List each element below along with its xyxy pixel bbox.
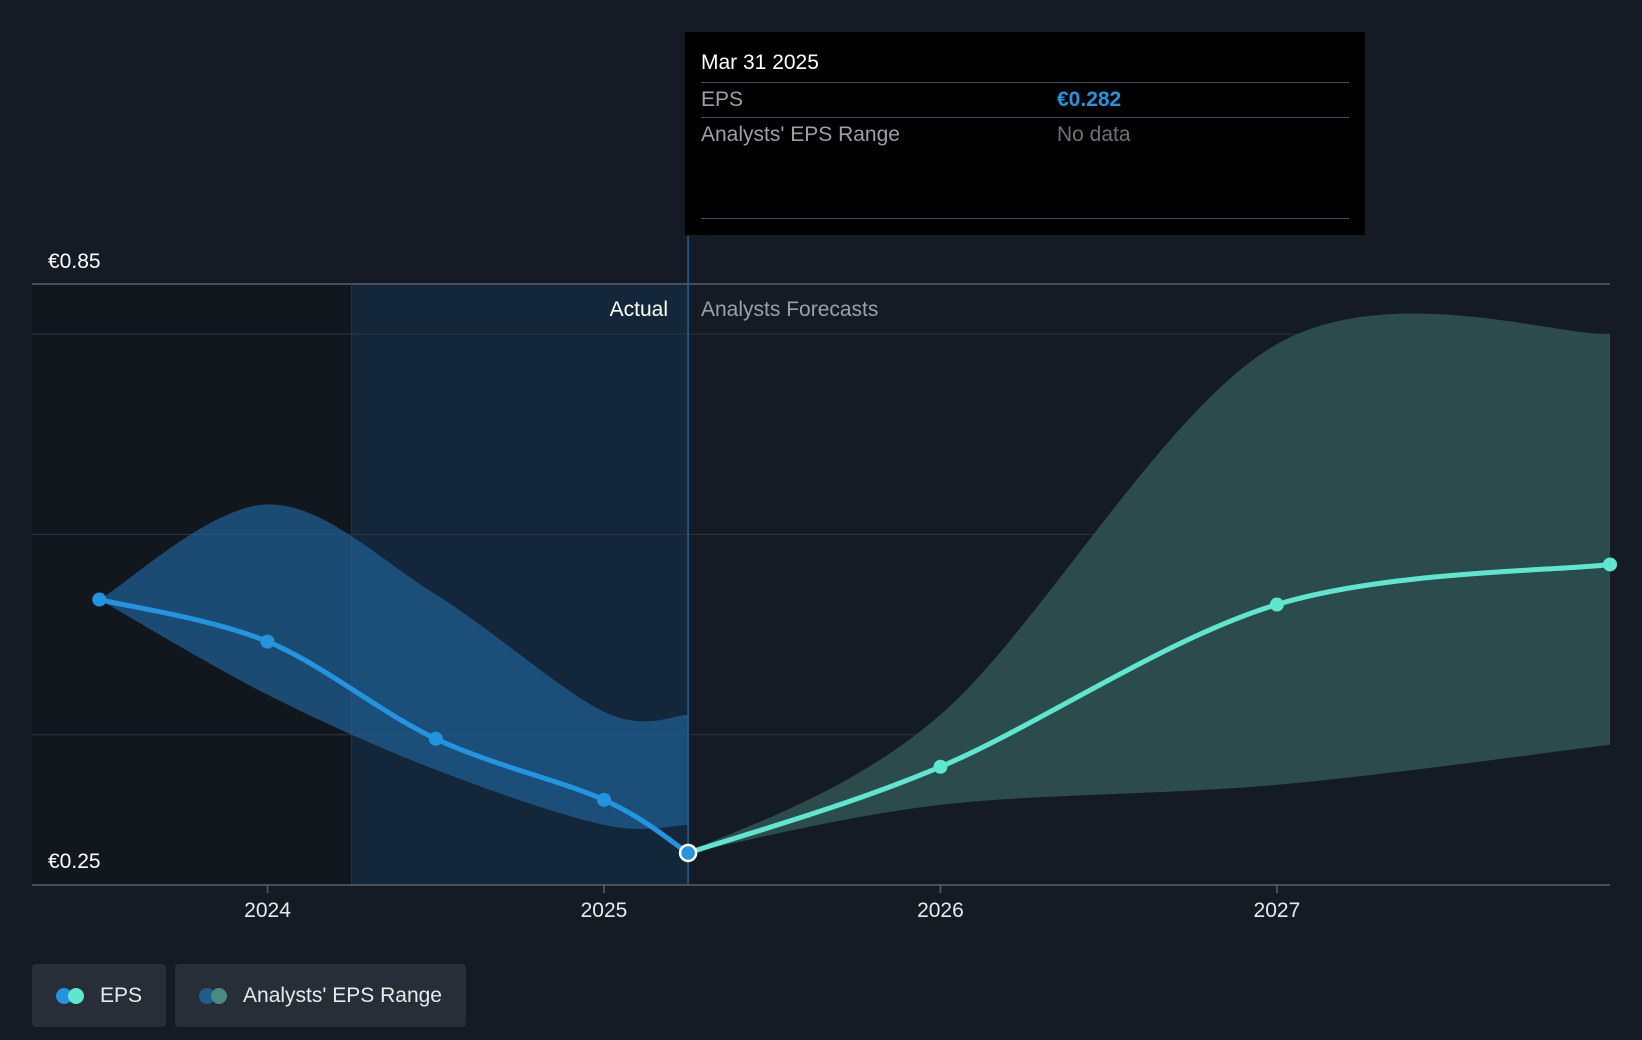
x-tick-label: 2027 bbox=[1254, 899, 1301, 922]
legend-eps-button[interactable]: EPS bbox=[32, 964, 167, 1027]
eps-point-selected[interactable] bbox=[678, 843, 698, 863]
tooltip-eps-label: EPS bbox=[701, 88, 744, 111]
y-tick-label: €0.85 bbox=[48, 250, 101, 273]
tooltip-range-label: Analysts' EPS Range bbox=[701, 123, 900, 146]
eps-line-actual bbox=[96, 597, 691, 856]
x-tick-label: 2024 bbox=[244, 899, 291, 922]
legend-eps-label: EPS bbox=[100, 983, 143, 1007]
eps-point-actual[interactable] bbox=[260, 634, 275, 649]
eps-point-actual[interactable] bbox=[596, 792, 611, 807]
actual-label: Actual bbox=[610, 298, 668, 321]
x-tick-label: 2026 bbox=[917, 899, 964, 922]
legend-range-button[interactable]: Analysts' EPS Range bbox=[175, 964, 466, 1027]
eps-legend-icon bbox=[56, 987, 88, 1004]
eps-point-forecast[interactable] bbox=[1269, 597, 1284, 612]
legend-range-label: Analysts' EPS Range bbox=[243, 983, 442, 1007]
eps-point-actual[interactable] bbox=[92, 592, 107, 607]
tooltip-eps-row: EPS €0.282 bbox=[701, 83, 1349, 118]
tooltip-eps-value: €0.282 bbox=[1057, 88, 1122, 111]
tooltip: Mar 31 2025 EPS €0.282 Analysts' EPS Ran… bbox=[685, 32, 1365, 235]
eps-point-actual[interactable] bbox=[428, 731, 443, 746]
tooltip-date: Mar 31 2025 bbox=[701, 32, 1349, 83]
tooltip-range-row: Analysts' EPS Range No data bbox=[701, 118, 1349, 152]
x-tick-label: 2025 bbox=[581, 899, 628, 922]
axis: 2024 2025 2026 2027 €0.85 €0.25 bbox=[32, 250, 1610, 922]
legend: EPS Analysts' EPS Range bbox=[32, 964, 466, 1027]
range-band-actual bbox=[99, 504, 689, 829]
eps-point-forecast[interactable] bbox=[1603, 557, 1617, 572]
forecast-label: Analysts Forecasts bbox=[701, 298, 878, 321]
y-tick-label: €0.25 bbox=[48, 850, 101, 873]
range-band-forecast bbox=[688, 313, 1610, 853]
tooltip-range-value: No data bbox=[1057, 123, 1131, 146]
eps-points bbox=[92, 557, 1617, 863]
eps-point-forecast[interactable] bbox=[933, 759, 948, 774]
range-legend-icon bbox=[199, 987, 231, 1004]
tooltip-divider bbox=[701, 218, 1349, 219]
eps-line-forecast bbox=[685, 561, 1613, 856]
